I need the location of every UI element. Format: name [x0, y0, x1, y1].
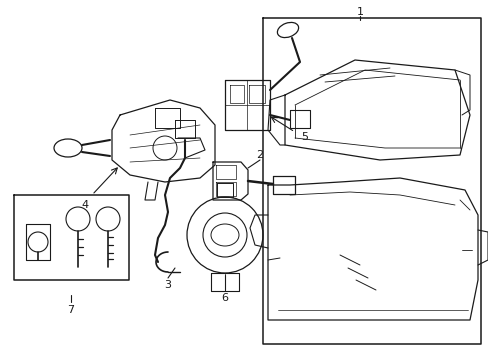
Text: 1: 1 — [356, 7, 363, 17]
Text: 4: 4 — [81, 200, 88, 210]
Text: 6: 6 — [221, 293, 228, 303]
Text: 3: 3 — [164, 280, 171, 290]
Text: 2: 2 — [256, 150, 263, 160]
Text: 7: 7 — [67, 305, 74, 315]
Text: 5: 5 — [301, 132, 308, 142]
